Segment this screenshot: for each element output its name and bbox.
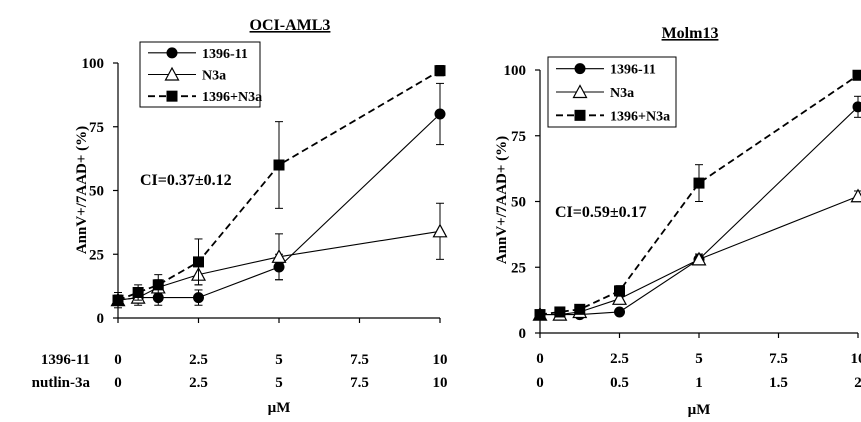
y-tick-label: 75 [511,129,526,145]
legend-marker [574,109,586,121]
data-point [273,159,285,171]
x-tick-label: 0 [114,352,122,368]
x-tick-label: 10 [433,352,448,368]
x-tick-label: 2.5 [610,351,629,367]
y-tick-label: 0 [519,326,527,342]
legend-marker [166,47,178,59]
data-point [691,251,707,266]
legend-marker [572,84,588,99]
data-point [193,292,204,304]
legend-label: N3a [202,69,226,84]
x-tick-label: 10 [433,375,448,391]
x-tick-label: 2 [854,375,861,391]
y-tick-label: 50 [89,184,104,200]
legend-label: 1396+N3a [202,90,262,105]
legend-label: 1396+N3a [610,109,670,124]
x-tick-label: 0 [536,375,544,391]
data-point [271,249,287,263]
legend-label: 1396-11 [202,47,248,62]
data-point [611,291,628,305]
legend-label: N3a [610,86,634,101]
x-axis-label: µM [688,402,711,418]
y-tick-label: 100 [504,63,527,79]
data-point [852,101,861,113]
x-tick-label: 1 [695,375,703,391]
y-tick-label: 75 [89,120,104,136]
x-tick-label: 7.5 [350,375,369,391]
y-tick-label: 50 [511,195,526,211]
x-tick-label: 2.5 [189,352,208,368]
data-point [693,177,705,189]
data-point [112,294,124,306]
data-point [534,309,546,321]
x-tick-label: 7.5 [769,351,788,367]
x-tick-label: 0.5 [610,375,629,391]
y-axis-label: AnnV+/7AAD+ (%) [74,126,90,254]
x-tick-label: 5 [695,351,703,367]
data-point [574,303,586,315]
y-tick-label: 25 [89,247,104,263]
legend-marker [166,90,178,102]
x-tick-label: 0 [114,375,122,391]
x-tick-label: 1.5 [769,375,788,391]
x-tick-label: 2.5 [189,375,208,391]
legend: 1396-11 N3a 1396+N3a [139,41,262,108]
legend-marker [574,63,586,75]
data-point [554,306,566,318]
series-1396+N3a [534,69,861,321]
x-axis-label: µM [268,400,291,416]
ci-annotation: CI=0.59±0.17 [555,204,647,221]
data-point [434,65,446,77]
x-row-label: nutlin-3a [32,375,91,391]
chart-title: Molm13 [662,25,719,42]
data-point [852,69,861,81]
x-row-label: 1396-11 [41,352,90,368]
legend-marker [164,66,180,81]
data-point [152,279,164,291]
legend: 1396-11 N3a 1396+N3a [547,56,677,128]
y-tick-label: 25 [511,260,526,276]
data-point [614,285,625,297]
series-1396+N3a [112,65,446,306]
data-point [614,306,625,318]
x-tick-label: 0 [536,351,544,367]
y-tick-label: 100 [82,56,105,72]
data-point [432,223,448,238]
x-tick-label: 10 [851,351,861,367]
data-point [850,188,861,203]
x-tick-label: 5 [275,375,283,391]
data-point [132,287,144,298]
data-point [193,256,204,268]
legend-label: 1396-11 [610,63,656,78]
y-tick-label: 0 [97,311,105,327]
x-tick-label: 5 [275,352,283,368]
data-point [434,108,446,120]
ci-annotation: CI=0.37±0.12 [140,172,232,189]
x-tick-label: 7.5 [350,352,369,368]
chart-title: OCI-AML3 [250,17,331,34]
y-axis-label: AnnV+/7AAD+ (%) [494,136,510,264]
